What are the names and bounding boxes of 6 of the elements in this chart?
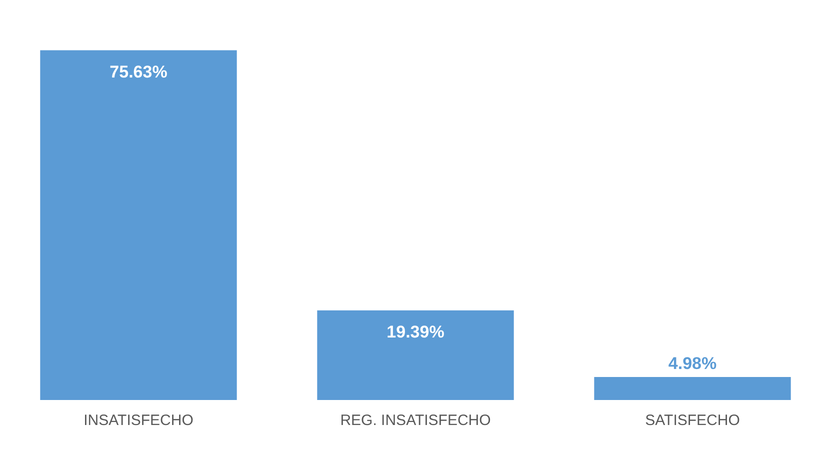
x-tick-label: INSATISFECHO bbox=[84, 412, 194, 430]
x-tick-label: SATISFECHO bbox=[645, 412, 740, 430]
data-label: 4.98% bbox=[668, 354, 717, 374]
data-label: 75.63% bbox=[110, 62, 168, 82]
data-label: 19.39% bbox=[386, 322, 444, 342]
x-tick-label: REG. INSATISFECHO bbox=[340, 412, 491, 430]
